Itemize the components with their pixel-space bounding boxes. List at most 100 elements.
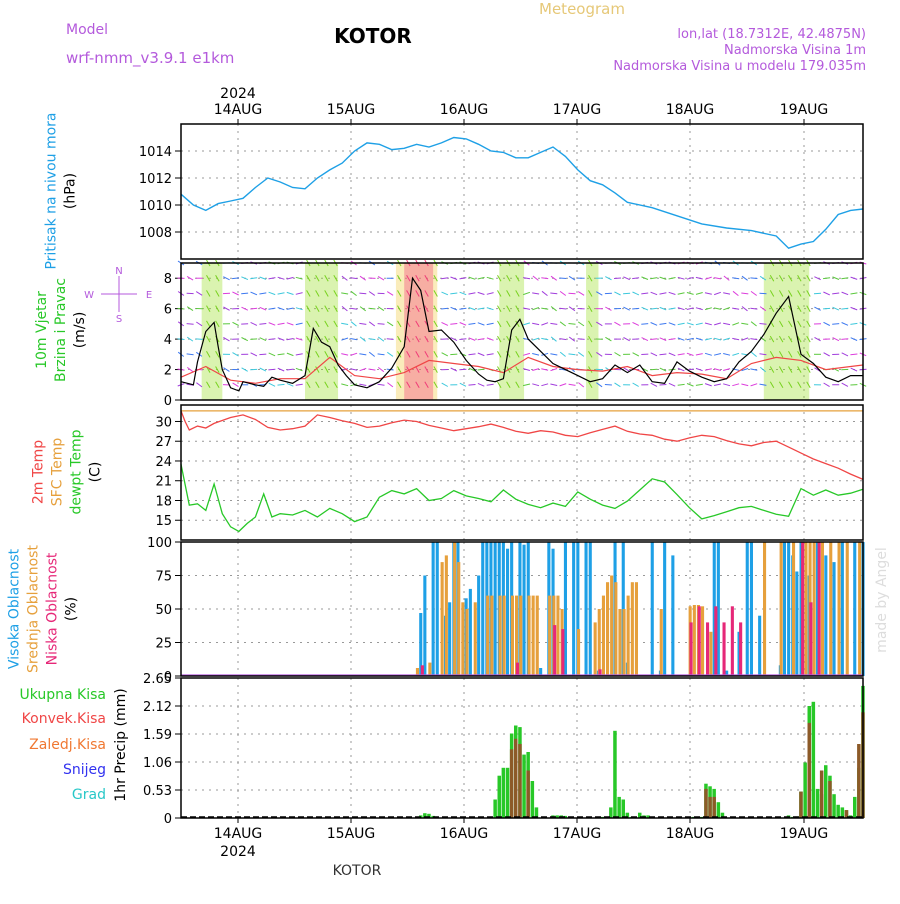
- wind-arrow: [359, 293, 366, 294]
- x-day-label-bottom: 14AUG: [214, 826, 263, 842]
- mid-cloud-bar: [858, 542, 861, 676]
- mid-cloud-bar: [461, 602, 464, 676]
- compass-s-label: S: [116, 314, 122, 325]
- high-cloud-bar: [506, 549, 509, 676]
- y-tick-label: 27: [155, 435, 172, 450]
- mid-cloud-bar: [660, 609, 663, 676]
- high-cloud-bar: [787, 542, 790, 676]
- y-tick-label: 2: [164, 364, 172, 379]
- precip-total-bar: [717, 802, 721, 818]
- precip-total-bar: [803, 763, 807, 819]
- x-day-label-top: 14AUG: [214, 102, 263, 118]
- precip-conv-bar: [712, 797, 716, 818]
- high-cloud-bar: [477, 576, 480, 677]
- wind-ylabel-line: 10m Vjetar: [34, 291, 50, 369]
- high-cloud-bar: [523, 545, 526, 676]
- mid-cloud-bar: [614, 582, 617, 676]
- y-tick-label: 1012: [139, 172, 172, 187]
- high-cloud-bar: [469, 589, 472, 676]
- precip-total-bar: [531, 781, 535, 818]
- wind-ylabel-line: (m/s): [72, 312, 88, 349]
- wind-sector-shade: [764, 263, 809, 400]
- x-day-label-top: 15AUG: [327, 102, 376, 118]
- precip-total-bar: [498, 776, 502, 818]
- precip-total-bar: [506, 768, 510, 818]
- high-cloud-bar: [758, 616, 761, 676]
- high-cloud-bar: [589, 542, 592, 676]
- wind-arrow: [241, 293, 248, 294]
- wind-arrow: [559, 278, 566, 279]
- wind-arrow: [760, 293, 767, 294]
- wind-arrow: [578, 339, 585, 340]
- wind-arrow: [378, 324, 385, 325]
- precip-legend-item: Ukupna Kisa: [19, 687, 106, 703]
- low-cloud-bar: [690, 622, 693, 676]
- x-day-label-bottom: 18AUG: [666, 826, 715, 842]
- wind-arrow: [559, 308, 566, 309]
- cloud-ylabel-line: Niska Oblacnost: [45, 552, 61, 665]
- wind-arrow: [641, 324, 648, 325]
- precip-total-bar: [617, 797, 621, 818]
- precip-conv-bar: [510, 749, 514, 818]
- wind-arrow: [750, 278, 757, 279]
- precip-total-bar: [622, 800, 626, 819]
- mid-cloud-bar: [503, 596, 506, 676]
- mid-cloud-bar: [829, 542, 832, 676]
- y-tick-label: 1014: [139, 145, 172, 160]
- high-cloud-bar: [572, 542, 575, 676]
- x-day-label-bottom: 17AUG: [553, 826, 602, 842]
- lonlat-label: lon,lat (18.7312E, 42.4875N): [677, 27, 866, 42]
- precip-total-bar: [836, 805, 840, 818]
- wind-arrow: [469, 385, 476, 386]
- low-cloud-bar: [516, 663, 519, 676]
- model-name: wrf-nmm_v3.9.1 e1km: [66, 49, 234, 68]
- high-cloud-bar: [436, 542, 439, 676]
- mid-cloud-bar: [846, 542, 849, 676]
- cloud-ylabel-line: Visoka Oblacnost: [7, 548, 23, 669]
- mid-cloud-bar: [445, 555, 448, 676]
- wind-arrow: [814, 293, 821, 294]
- y-tick-label: 100: [147, 536, 172, 551]
- temperature-ylabel-line: 2m Temp: [31, 440, 47, 504]
- low-cloud-bar: [723, 622, 726, 676]
- wind-arrow: [660, 354, 667, 355]
- low-cloud-bar: [731, 606, 734, 676]
- high-cloud-bar: [841, 542, 844, 676]
- wind-arrow: [196, 339, 203, 340]
- x-day-label-bottom: 15AUG: [327, 826, 376, 842]
- high-cloud-bar: [663, 542, 666, 676]
- high-cloud-bar: [494, 542, 497, 676]
- mid-cloud-bar: [465, 609, 468, 676]
- x-day-label-bottom: 16AUG: [440, 826, 489, 842]
- precip-legend-item: Konvek.Kisa: [22, 711, 106, 727]
- low-cloud-bar: [706, 622, 709, 676]
- high-cloud-bar: [795, 572, 798, 677]
- high-cloud-bar: [853, 542, 856, 676]
- mid-cloud-bar: [428, 663, 431, 676]
- y-tick-label: 15: [155, 514, 172, 529]
- precip-legend-item: Snijeg: [63, 762, 106, 778]
- wind-sector-shade: [305, 263, 338, 400]
- mid-cloud-bar: [453, 542, 456, 676]
- mid-cloud-bar: [519, 596, 522, 676]
- y-tick-label: 25: [155, 637, 172, 652]
- year-bottom: 2024: [220, 844, 256, 860]
- wind-arrow: [459, 369, 466, 370]
- y-tick-label: 75: [155, 570, 172, 585]
- model-label: Model: [66, 22, 108, 38]
- mid-cloud-bar: [606, 582, 609, 676]
- wind-ylabel-line: Brzina i Pravac: [53, 278, 69, 382]
- model-altitude-label: Nadmorska Visina u modelu 179.035m: [613, 59, 866, 74]
- precip-conv-bar: [799, 792, 803, 818]
- mid-cloud-bar: [594, 622, 597, 676]
- mid-cloud-bar: [623, 609, 626, 676]
- mid-cloud-bar: [511, 596, 514, 676]
- chart-title: KOTOR: [334, 24, 412, 48]
- low-cloud-bar: [561, 629, 564, 676]
- high-cloud-bar: [432, 542, 435, 676]
- wind-arrow: [187, 324, 194, 325]
- y-tick-label: 0: [164, 812, 172, 827]
- wind-arrow: [259, 354, 266, 355]
- precip-conv-bar: [808, 723, 812, 818]
- y-tick-label: 8: [164, 272, 172, 287]
